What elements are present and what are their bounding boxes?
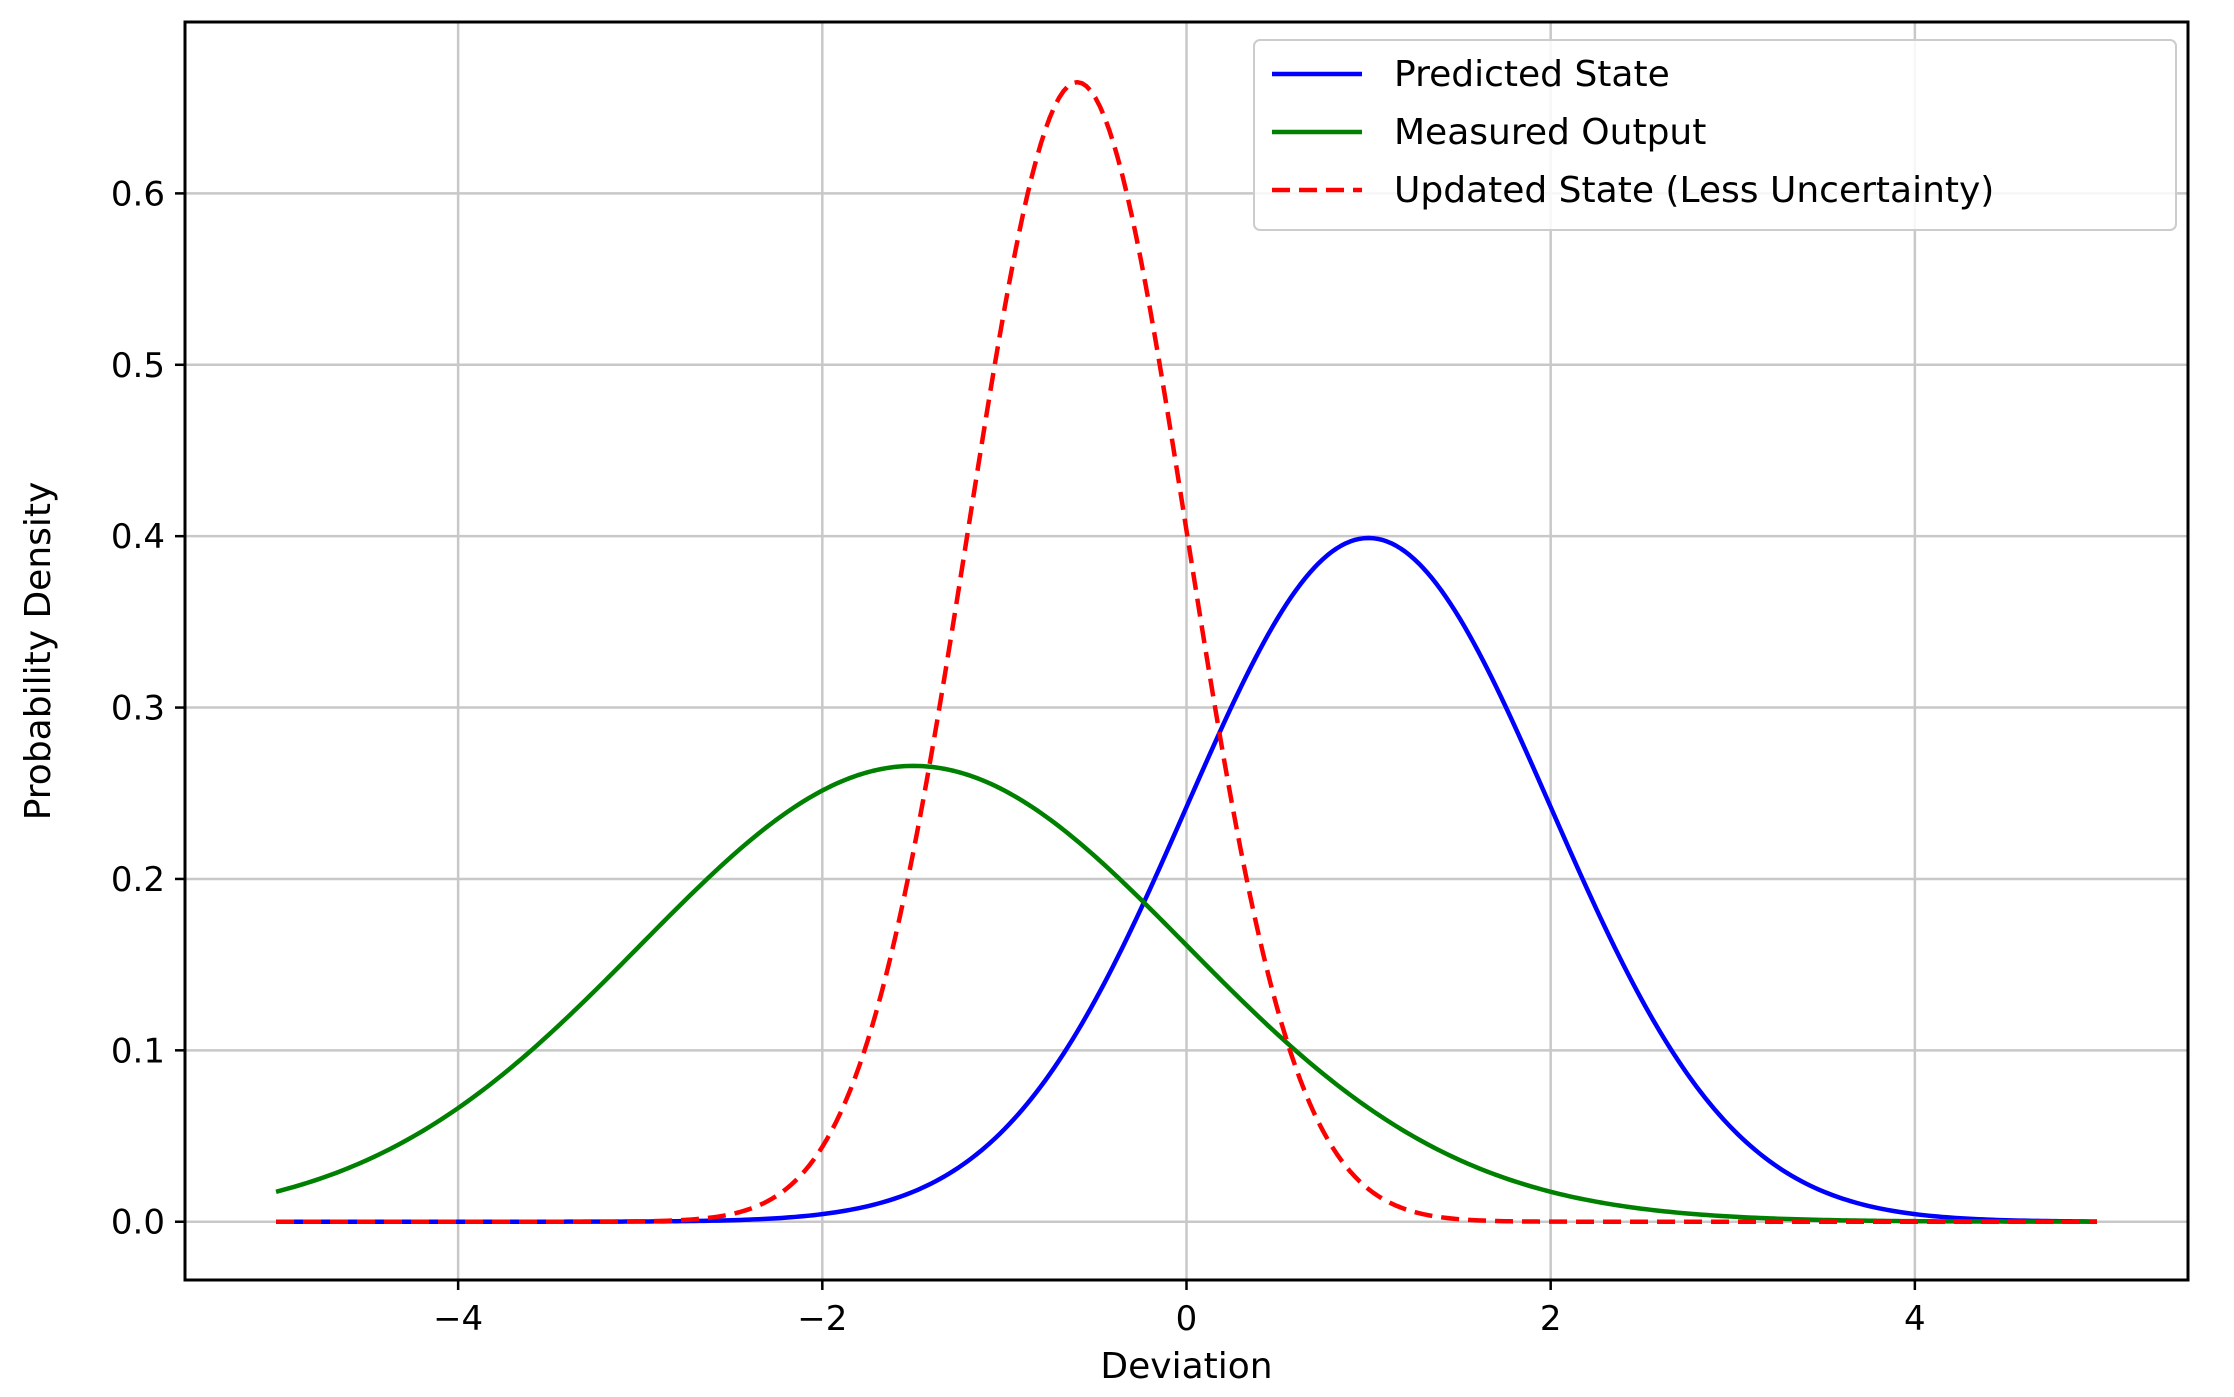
y-tick-label: 0.0 <box>111 1203 165 1243</box>
y-axis-label: Probability Density <box>18 482 59 821</box>
legend-box <box>1253 39 2177 231</box>
legend-label: Measured Output <box>1394 112 1706 153</box>
ticks: −4 −2 0 2 4 0.0 0.1 0.2 0.3 0.4 0.5 0.6 <box>111 174 1926 1339</box>
x-tick-label: −2 <box>797 1299 847 1339</box>
legend-label: Predicted State <box>1394 54 1670 95</box>
y-tick-label: 0.3 <box>111 689 165 729</box>
x-tick-label: 0 <box>1176 1299 1198 1339</box>
y-tick-label: 0.5 <box>111 346 165 386</box>
series-layer <box>275 79 2097 1224</box>
series-line-measured-output <box>275 763 2097 1224</box>
y-tick-label: 0.6 <box>111 174 165 214</box>
y-tick-label: 0.2 <box>111 860 165 900</box>
x-tick-label: 2 <box>1540 1299 1562 1339</box>
x-tick-label: 4 <box>1904 1299 1926 1339</box>
legend: Predicted State Measured Output Updated St… <box>1253 39 2177 231</box>
y-tick-label: 0.1 <box>111 1031 165 1071</box>
y-tick-label: 0.4 <box>111 517 165 557</box>
legend-label: Updated State (Less Uncertainty) <box>1394 170 1994 211</box>
series-line-updated-state-less-uncertainty <box>276 79 2097 1224</box>
x-axis-label: Deviation <box>1100 1346 1272 1387</box>
x-tick-label: −4 <box>433 1299 483 1339</box>
